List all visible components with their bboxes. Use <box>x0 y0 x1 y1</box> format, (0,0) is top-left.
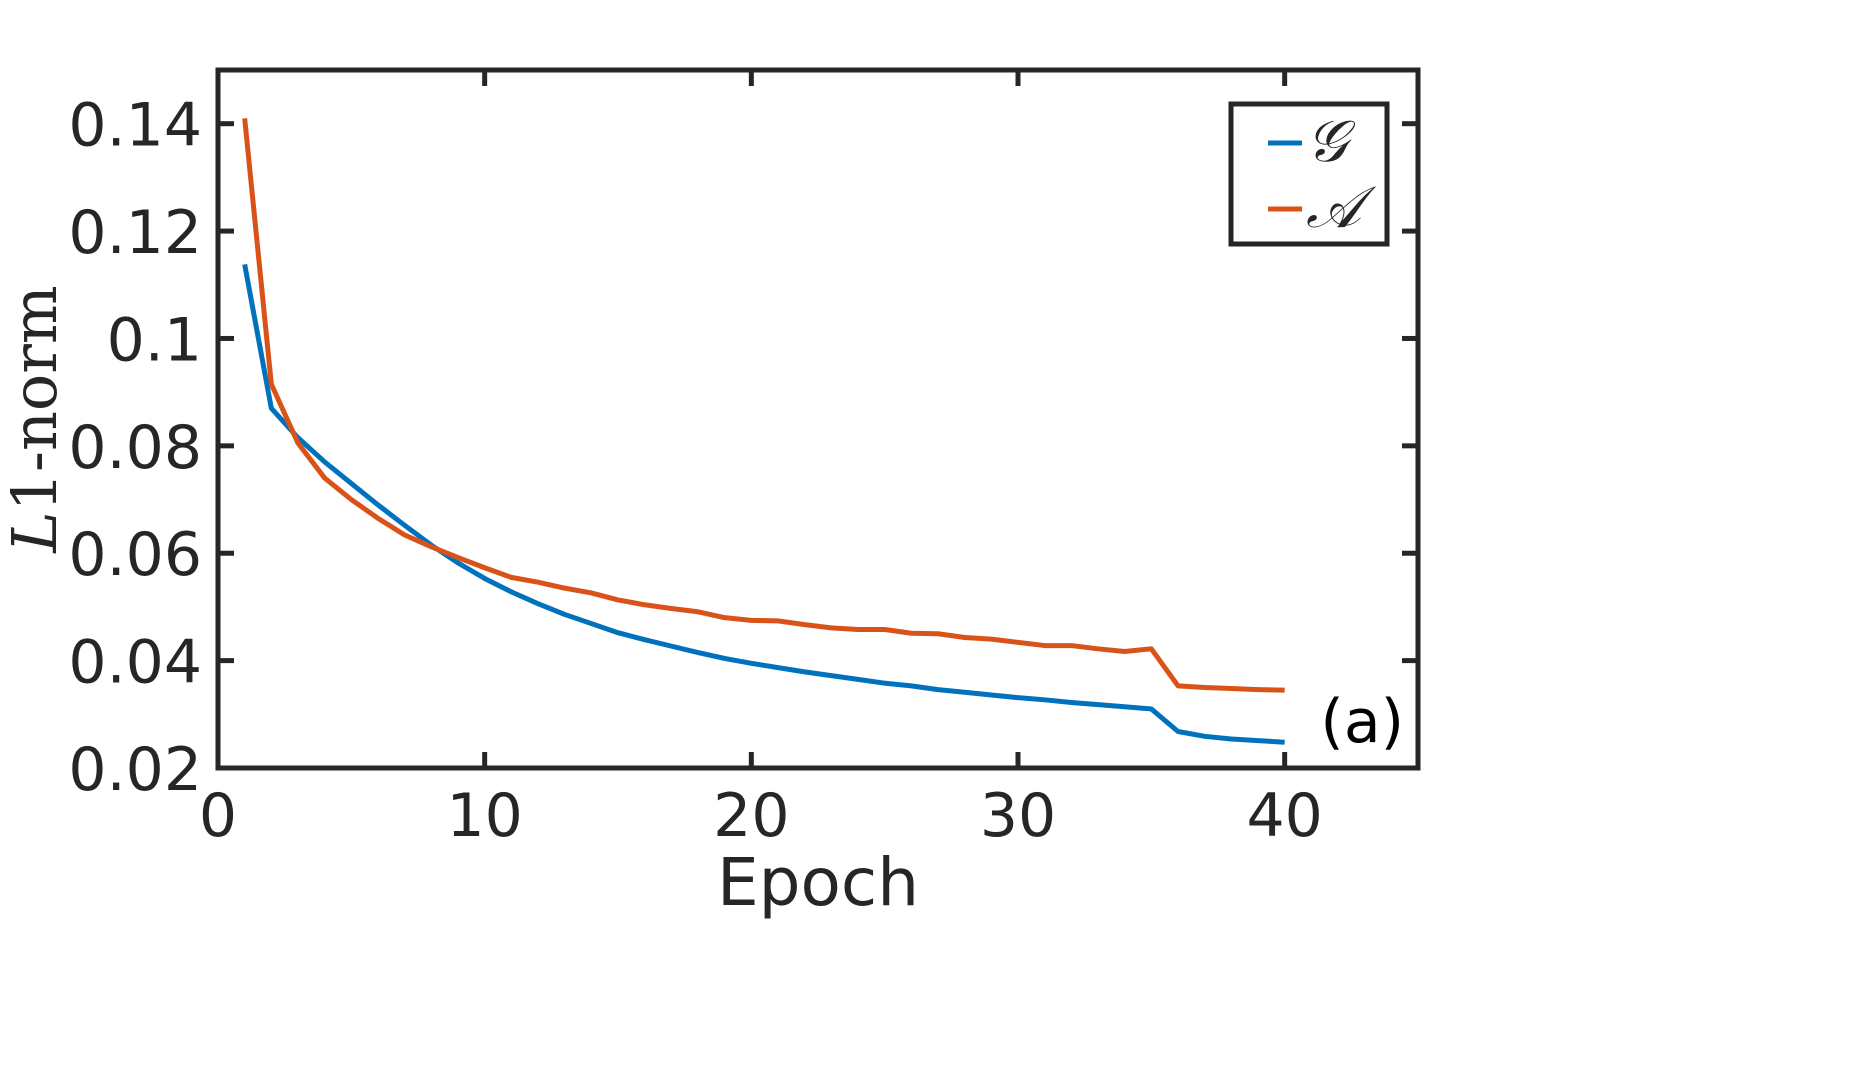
x-tick-label: 20 <box>713 781 789 851</box>
y-tick-label: 0.06 <box>68 520 202 590</box>
series-line-g <box>242 263 1285 745</box>
panel-annotation: (a) <box>1320 687 1404 757</box>
y-axis-title-italic: L <box>0 511 71 553</box>
y-axis-title: L1-norm <box>0 285 71 553</box>
y-tick-label: 0.08 <box>68 413 202 483</box>
y-tick-label: 0.04 <box>68 628 202 698</box>
x-axis-title: Epoch <box>717 844 919 921</box>
legend: 𝒢 𝒜 <box>1228 101 1390 247</box>
x-tick-label: 0 <box>199 781 237 851</box>
series-line-a <box>242 118 1285 693</box>
x-tick-label: 30 <box>980 781 1056 851</box>
y-tick-label: 0.12 <box>68 198 202 268</box>
plot-frame <box>215 67 1421 771</box>
y-tick-label: 0.14 <box>68 91 202 161</box>
ticks-layer: 0 10 20 30 40 0.02 0.04 0.06 0.08 0.1 0.12 0.14 <box>68 70 1418 851</box>
y-tick-label: 0.1 <box>107 305 202 375</box>
legend-box <box>1228 101 1390 247</box>
series-layer <box>242 118 1285 745</box>
y-tick-label: 0.02 <box>68 735 202 805</box>
x-tick-label: 10 <box>446 781 522 851</box>
x-tick-label: 40 <box>1246 781 1322 851</box>
y-axis-title-rest: 1-norm <box>0 285 71 511</box>
